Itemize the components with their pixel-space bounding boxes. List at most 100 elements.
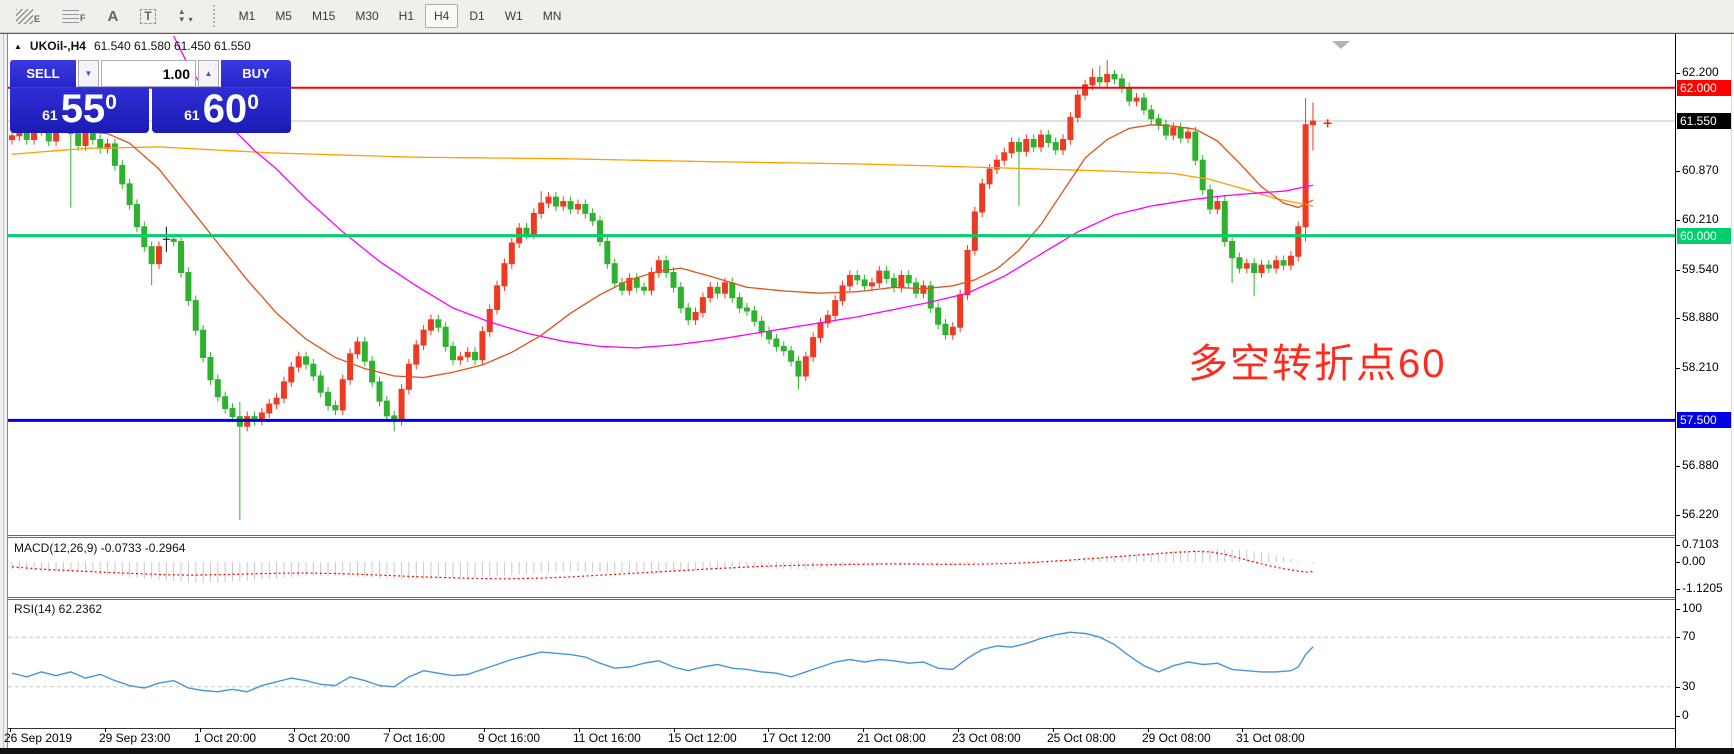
time-tick-label: 9 Oct 16:00 — [478, 731, 541, 745]
time-tick-label: 26 Sep 2019 — [4, 731, 73, 745]
timeframe-button-m1[interactable]: M1 — [238, 9, 256, 23]
candle-body — [685, 307, 692, 321]
candle-body — [1236, 257, 1243, 269]
macd-label: MACD(12,26,9) -0.0733 -0.2964 — [14, 541, 186, 555]
volume-increase-button[interactable]: ▲ — [198, 60, 219, 87]
candle-body — [229, 408, 236, 418]
candle-body — [192, 300, 199, 331]
price-tick — [1675, 466, 1680, 467]
candle-body — [472, 351, 479, 361]
time-tick — [484, 728, 485, 732]
macd-signal-line — [11, 550, 1314, 580]
candle-body — [1243, 263, 1250, 269]
candle-body — [280, 381, 287, 399]
candle-body — [427, 319, 434, 331]
candle-body — [508, 242, 515, 265]
timeframe-button-d1[interactable]: D1 — [469, 9, 485, 23]
ask-price-display[interactable]: 61 60 0 — [152, 88, 291, 133]
rsi-axis-label: 70 — [1682, 629, 1696, 643]
candle-body — [457, 356, 464, 361]
candle-body — [273, 397, 280, 405]
candle-body — [479, 331, 486, 361]
candle-body — [119, 164, 126, 185]
candle-body — [133, 204, 140, 228]
candle-body — [1045, 134, 1052, 143]
candle-body — [736, 297, 743, 309]
volume-input[interactable] — [101, 60, 196, 87]
macd-pane-canvas[interactable] — [8, 538, 1675, 597]
timeframe-button-m30[interactable]: M30 — [355, 9, 379, 23]
timeframe-button-h4[interactable]: H4 — [425, 4, 459, 28]
candle-body — [420, 329, 427, 346]
candle-body — [920, 285, 927, 294]
time-tick — [863, 728, 864, 732]
text-label-icon[interactable]: T — [136, 5, 159, 28]
timeframe-group: M1 M5 M15 M30 H1 H4 D1 W1 MN — [230, 4, 571, 28]
price-badge-57.500: 57.500 — [1677, 412, 1731, 428]
time-tick — [1053, 728, 1054, 732]
latest-price-cross — [1323, 119, 1332, 128]
time-tick-label: 1 Oct 20:00 — [194, 731, 257, 745]
sell-button[interactable]: SELL — [10, 60, 76, 87]
candle-body — [185, 272, 192, 302]
candle-body — [582, 204, 589, 214]
timeframe-button-m5[interactable]: M5 — [275, 9, 292, 23]
arrows-icon[interactable]: ▲ ▼ ▾ — [177, 7, 193, 25]
candle-body — [1074, 94, 1081, 118]
ask-big-figure: 61 — [184, 107, 200, 123]
timeframe-button-mn[interactable]: MN — [542, 9, 562, 23]
ohlc-values: 61.540 61.580 61.450 61.550 — [93, 39, 251, 53]
candle-body — [891, 277, 897, 288]
candle-body — [721, 282, 728, 294]
rsi-axis-label: 30 — [1682, 679, 1696, 693]
buy-button[interactable]: BUY — [221, 60, 291, 87]
timeframe-button-w1[interactable]: W1 — [504, 9, 523, 23]
candle-body — [942, 323, 949, 336]
candle-body — [626, 277, 633, 291]
toolbar-grip[interactable] — [212, 5, 222, 27]
candle-body — [1067, 116, 1074, 141]
candle-body — [1118, 78, 1125, 89]
candle-body — [839, 285, 846, 302]
candle-body — [75, 133, 82, 146]
volume-decrease-button[interactable]: ▼ — [78, 60, 99, 87]
timeframe-button-h1[interactable]: H1 — [398, 9, 415, 23]
candle-body — [266, 403, 273, 414]
candle-body — [552, 196, 559, 207]
fibonacci-retracement-icon[interactable]: F — [58, 6, 90, 27]
ma-medium-magenta — [173, 35, 1314, 349]
candle-body — [538, 202, 545, 214]
candle-body — [1265, 264, 1272, 269]
timeframe-button-m15[interactable]: M15 — [311, 9, 336, 23]
rsi-pane-separator[interactable] — [8, 597, 1675, 600]
collapse-icon[interactable]: ▲ — [14, 41, 22, 51]
ask-pips: 60 — [202, 87, 248, 131]
candle-body — [1199, 159, 1206, 191]
candle-body — [295, 356, 302, 368]
time-tick-label: 15 Oct 12:00 — [668, 731, 737, 745]
candle-body — [1060, 139, 1067, 151]
one-click-trading-panel: SELL ▼ ▲ BUY 61 55 0 61 60 0 — [10, 60, 291, 133]
macd-pane-separator[interactable] — [8, 535, 1675, 538]
rsi-pane-canvas[interactable] — [8, 600, 1675, 728]
bid-pips: 55 — [60, 87, 106, 131]
autoscroll-triangle[interactable] — [1332, 41, 1350, 49]
candle-body — [1162, 124, 1169, 136]
candle-body — [383, 400, 390, 417]
price-tick — [1675, 270, 1680, 271]
rsi-label: RSI(14) 62.2362 — [14, 602, 103, 616]
candle-body — [1052, 141, 1059, 151]
candle-body — [979, 183, 986, 213]
equidistant-channel-icon[interactable]: E — [12, 5, 44, 28]
price-tick-label: 62.200 — [1682, 65, 1719, 79]
text-icon[interactable]: A — [107, 7, 119, 25]
macd-axis-tick — [1675, 589, 1680, 590]
candle-body — [413, 344, 420, 365]
candle-body — [692, 311, 699, 321]
candle-body — [1309, 120, 1316, 126]
candle-body — [501, 263, 508, 287]
candle-body — [1111, 73, 1118, 80]
bid-price-display[interactable]: 61 55 0 — [10, 88, 149, 133]
candle-body — [1155, 118, 1162, 126]
candle-body — [832, 300, 839, 316]
